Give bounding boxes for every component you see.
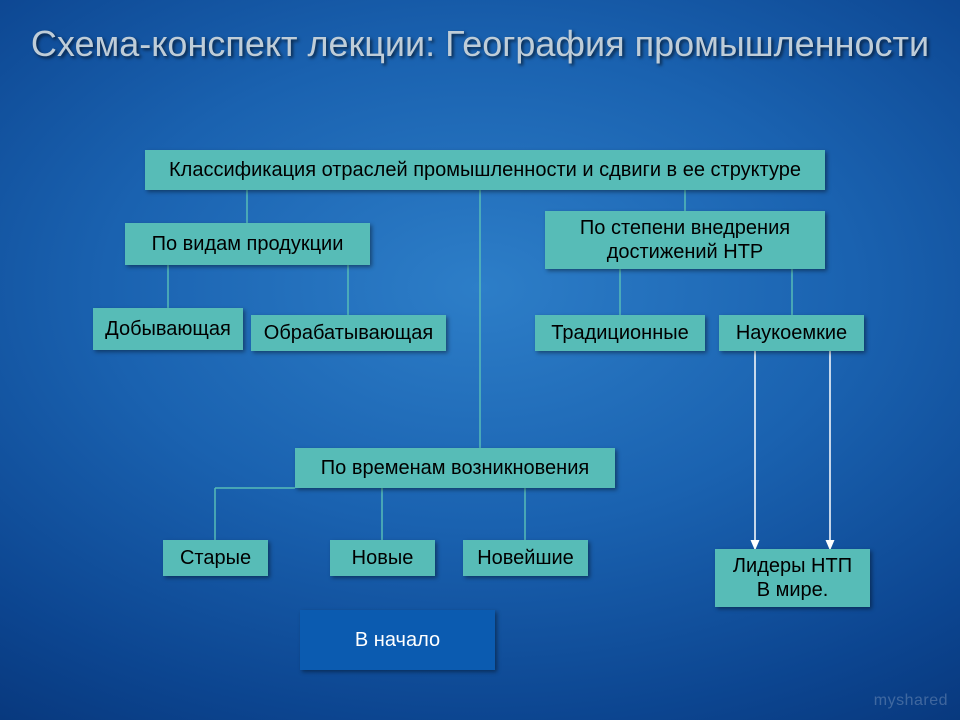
slide: Схема-конспект лекции: География промышл…: [0, 0, 960, 720]
node-by-time: По временам возникновения: [295, 448, 615, 488]
node-new: Новые: [330, 540, 435, 576]
node-by-product: По видам продукции: [125, 223, 370, 265]
node-by-ntr: По степени внедрения достижений НТР: [545, 211, 825, 269]
node-root: Классификация отраслей промышленности и …: [145, 150, 825, 190]
slide-title: Схема-конспект лекции: География промышл…: [0, 22, 960, 65]
node-leaders: Лидеры НТП В мире.: [715, 549, 870, 607]
start-button[interactable]: В начало: [300, 610, 495, 670]
watermark: myshared: [874, 692, 948, 710]
node-mining: Добывающая: [93, 308, 243, 350]
node-processing: Обрабатывающая: [251, 315, 446, 351]
node-science-intensive: Наукоемкие: [719, 315, 864, 351]
node-traditional: Традиционные: [535, 315, 705, 351]
node-newest: Новейшие: [463, 540, 588, 576]
node-old: Старые: [163, 540, 268, 576]
